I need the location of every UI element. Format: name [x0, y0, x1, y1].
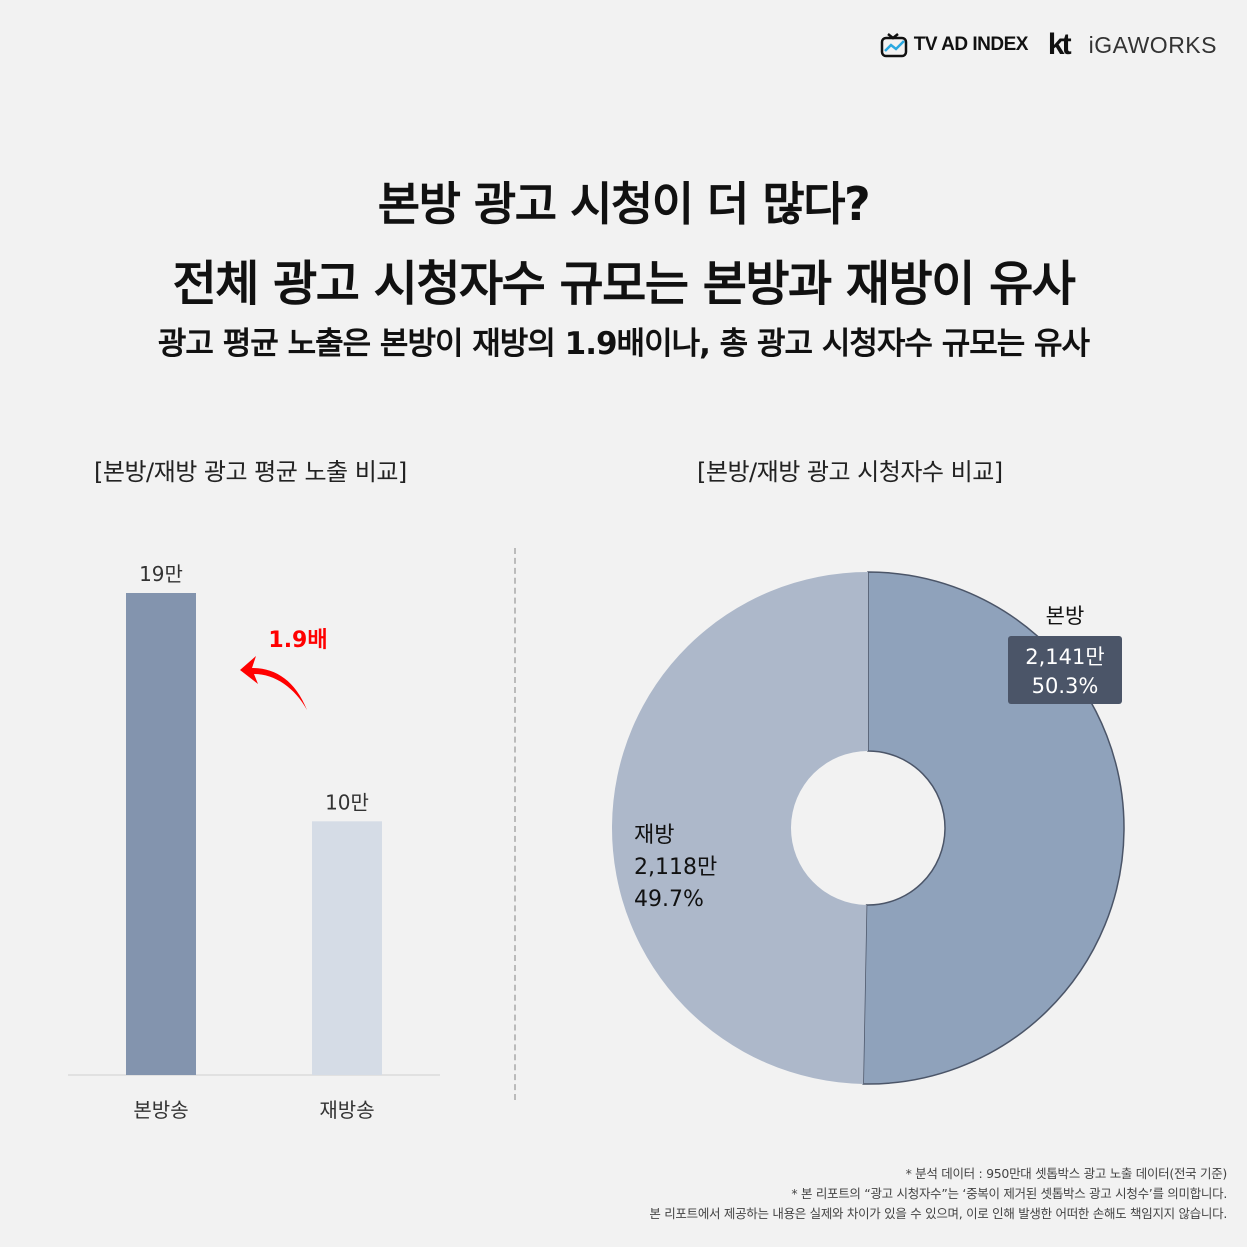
footnote: * 분석 데이터 : 950만대 셋톱박스 광고 노출 데이터(전국 기준) [905, 1166, 1228, 1181]
kt-logo: kt [1047, 28, 1072, 61]
slice-name-label: 재방 [634, 823, 674, 848]
slice-label-box [1008, 636, 1122, 704]
slice-percent-label: 50.3% [1032, 674, 1099, 698]
bar [126, 593, 196, 1075]
slice-name-label: 본방 [1046, 604, 1085, 628]
donut-chart-title: [본방/재방 광고 시청자수 비교] [697, 458, 1003, 486]
bar-chart-title: [본방/재방 광고 평균 노출 비교] [94, 458, 407, 486]
ratio-annotation: 1.9배 [268, 628, 327, 653]
slice-percent-label: 49.7% [634, 887, 704, 912]
slice-value-label: 2,118만 [634, 855, 717, 880]
footnote: * 본 리포트의 “광고 시청자수”는 ‘중복이 제거된 셋톱박스 광고 시청수… [791, 1186, 1227, 1201]
tv-icon [880, 33, 908, 58]
donut-slice [612, 572, 868, 1084]
curved-arrow-icon [240, 656, 307, 710]
bar-value-label: 19만 [139, 562, 183, 586]
bar-category-label: 본방송 [133, 1098, 188, 1122]
headline-line1: 본방 광고 시청이 더 많다? [377, 177, 871, 231]
bar-category-label: 재방송 [319, 1098, 374, 1122]
bar-value-label: 10만 [325, 790, 369, 814]
tvadindex-text: TV AD INDEX [913, 34, 1029, 55]
slice-value-label: 2,141만 [1025, 645, 1104, 669]
headline-line2: 전체 광고 시청자수 규모는 본방과 재방이 유사 [172, 256, 1076, 312]
footnotes: * 분석 데이터 : 950만대 셋톱박스 광고 노출 데이터(전국 기준) *… [649, 1164, 1227, 1224]
footnote: 본 리포트에서 제공하는 내용은 실제와 차이가 있을 수 있으며, 이로 인해… [649, 1206, 1227, 1221]
igaworks-logo: iGAWORKS [1088, 31, 1217, 58]
subtitle: 광고 평균 노출은 본방이 재방의 1.9배이나, 총 광고 시청자수 규모는 … [157, 326, 1090, 362]
logo-bar: TV AD INDEX kt iGAWORKS [880, 28, 1217, 62]
tvadindex-logo: TV AD INDEX [880, 32, 1028, 58]
divider [514, 548, 516, 1100]
bar [312, 821, 382, 1075]
